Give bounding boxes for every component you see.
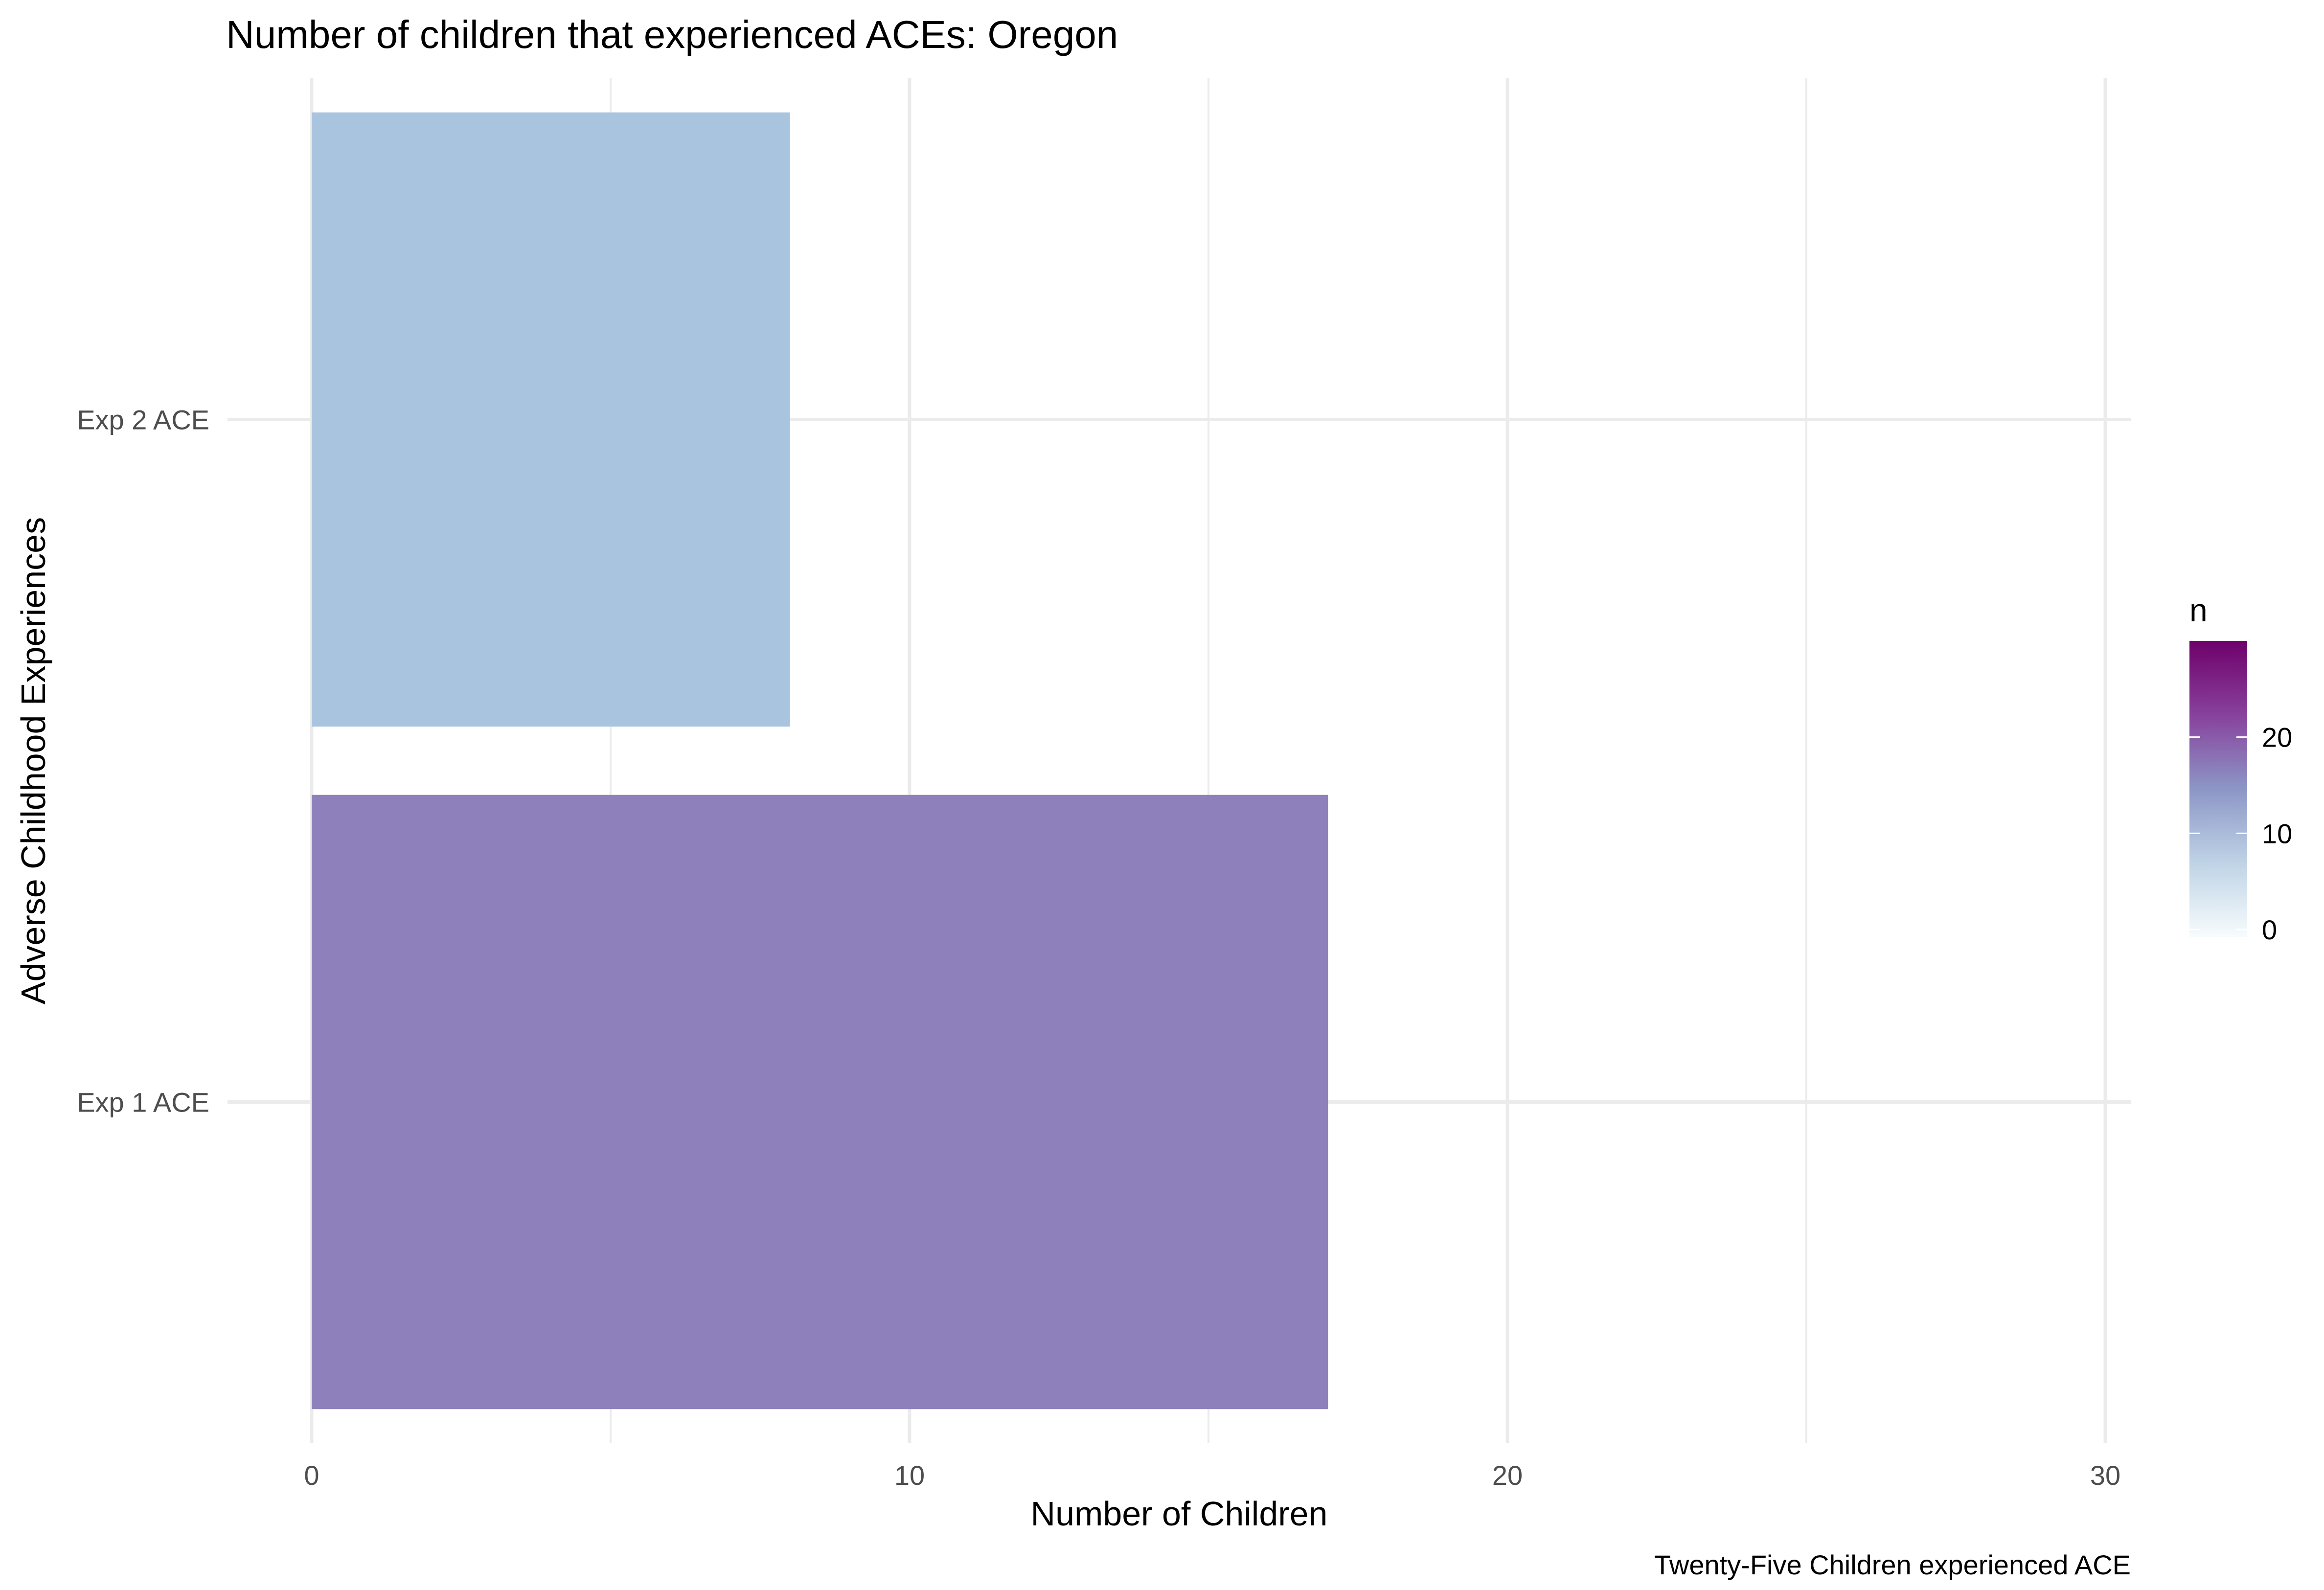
chart-title: Number of children that experienced ACEs…: [226, 13, 1118, 56]
y-tick-label: Exp 1 ACE: [77, 1087, 209, 1118]
y-axis-ticks: Exp 1 ACE Exp 2 ACE: [77, 405, 209, 1118]
bar-exp-1-ace: [312, 795, 1328, 1409]
y-tick-label: Exp 2 ACE: [77, 405, 209, 435]
legend-title: n: [2189, 592, 2208, 628]
x-tick-label: 0: [304, 1460, 319, 1491]
y-axis-title: Adverse Childhood Experiences: [14, 517, 52, 1004]
legend-tick-label: 20: [2262, 722, 2292, 753]
legend-tick-label: 0: [2262, 914, 2277, 945]
legend-tick-label: 10: [2262, 818, 2292, 849]
x-tick-label: 30: [2090, 1460, 2120, 1491]
x-axis-title: Number of Children: [1031, 1495, 1328, 1533]
bar-exp-2-ace: [312, 112, 790, 727]
chart-caption: Twenty-Five Children experienced ACE: [1654, 1549, 2131, 1580]
legend-ticks: 0 10 20: [2189, 722, 2292, 945]
bars: [312, 112, 1328, 1409]
x-tick-label: 20: [1492, 1460, 1523, 1491]
legend-colorbar: [2189, 641, 2247, 937]
color-legend: n 0 10 20: [2189, 592, 2292, 945]
x-tick-label: 10: [894, 1460, 925, 1491]
x-axis-ticks: 0 10 20 30: [304, 1460, 2120, 1491]
